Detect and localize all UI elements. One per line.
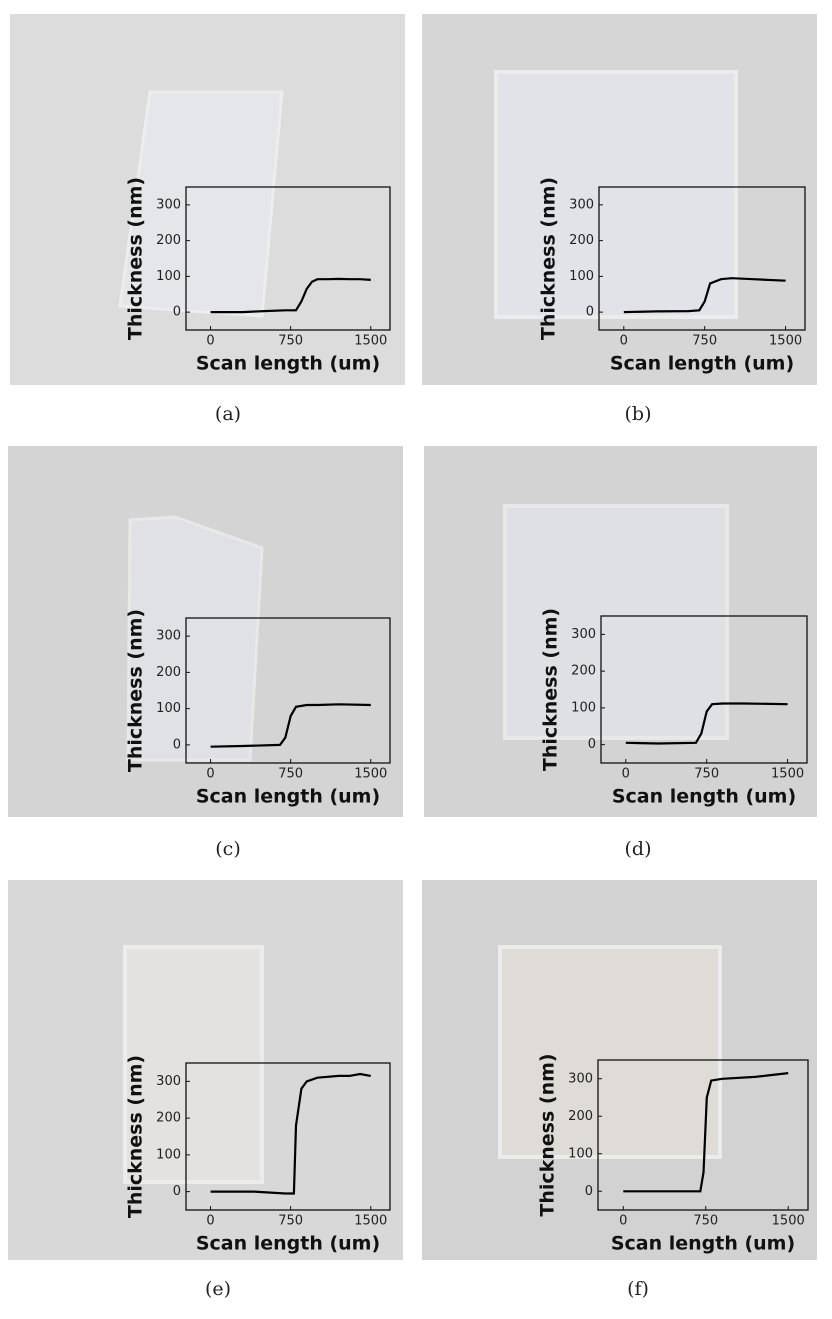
y-tick-label: 300: [569, 197, 594, 212]
y-tick-label: 200: [156, 1111, 181, 1126]
x-tick-label: 750: [278, 767, 303, 782]
y-tick-label: 300: [568, 1071, 593, 1086]
x-tick-label: 750: [278, 334, 303, 349]
x-tick-label: 1500: [772, 1214, 805, 1229]
y-axis-label: Thickness (nm): [125, 1055, 147, 1218]
plot-frame: [598, 186, 806, 331]
glass-sample: [118, 90, 284, 318]
y-tick-label: 0: [585, 1184, 593, 1199]
panel-caption: (c): [215, 838, 240, 860]
y-tick-label: 200: [156, 665, 181, 680]
x-axis-label: Scan length (um): [196, 1233, 380, 1255]
y-tick-label: 100: [569, 269, 594, 284]
x-tick-label: 750: [693, 1214, 718, 1229]
data-line: [625, 702, 788, 745]
y-tick-label: 0: [173, 305, 181, 320]
x-tick-label: 0: [206, 767, 214, 782]
x-tick-label: 1500: [771, 767, 804, 782]
glass-sample: [126, 515, 264, 762]
y-tick-label: 100: [156, 269, 181, 284]
y-tick-label: 100: [156, 1147, 181, 1162]
plot-frame: [185, 617, 391, 764]
x-tick-label: 0: [620, 334, 628, 349]
data-line: [623, 1072, 789, 1193]
x-tick-label: 1500: [769, 334, 802, 349]
panel-caption: (e): [205, 1278, 231, 1300]
panel-caption: (a): [215, 403, 241, 425]
x-axis-label: Scan length (um): [610, 353, 794, 375]
y-tick-label: 300: [156, 1074, 181, 1089]
x-tick-label: 1500: [354, 767, 387, 782]
data-line: [210, 703, 371, 748]
x-tick-label: 750: [694, 767, 719, 782]
x-tick-label: 1500: [354, 1214, 387, 1229]
y-tick-label: 300: [156, 197, 181, 212]
x-axis-label: Scan length (um): [611, 1233, 795, 1255]
x-tick-label: 0: [622, 767, 630, 782]
panel-caption: (f): [627, 1278, 649, 1300]
y-tick-label: 300: [156, 629, 181, 644]
y-tick-label: 300: [571, 627, 596, 642]
glass-sample: [503, 504, 729, 740]
data-line: [210, 277, 371, 314]
x-tick-label: 1500: [354, 334, 387, 349]
glass-sample: [494, 70, 738, 319]
x-axis-label: Scan length (um): [196, 786, 380, 808]
y-tick-label: 100: [568, 1146, 593, 1161]
y-tick-label: 200: [569, 233, 594, 248]
y-axis-label: Thickness (nm): [125, 177, 147, 340]
x-axis-label: Scan length (um): [196, 353, 380, 375]
y-tick-label: 0: [173, 1184, 181, 1199]
x-axis-label: Scan length (um): [612, 786, 796, 808]
data-line: [210, 1072, 371, 1195]
x-tick-label: 0: [206, 1214, 214, 1229]
panel-caption: (b): [625, 403, 652, 425]
plot-frame: [597, 1059, 809, 1211]
glass-sample: [123, 945, 264, 1184]
y-axis-label: Thickness (nm): [537, 1053, 559, 1216]
y-tick-label: 100: [571, 700, 596, 715]
x-tick-label: 0: [206, 334, 214, 349]
y-tick-label: 200: [568, 1109, 593, 1124]
y-tick-label: 200: [571, 664, 596, 679]
plot-frame: [185, 1062, 391, 1211]
panel-caption: (d): [625, 838, 652, 860]
glass-sample: [498, 945, 722, 1159]
x-tick-label: 0: [619, 1214, 627, 1229]
plot-frame: [185, 186, 391, 331]
y-tick-label: 200: [156, 233, 181, 248]
y-tick-label: 0: [173, 737, 181, 752]
y-axis-label: Thickness (nm): [540, 608, 562, 771]
y-tick-label: 0: [588, 737, 596, 752]
y-tick-label: 0: [586, 305, 594, 320]
y-tick-label: 100: [156, 701, 181, 716]
y-axis-label: Thickness (nm): [125, 609, 147, 772]
data-line: [623, 277, 786, 314]
x-tick-label: 750: [278, 1214, 303, 1229]
y-axis-label: Thickness (nm): [538, 177, 560, 340]
plot-frame: [600, 615, 808, 764]
x-tick-label: 750: [692, 334, 717, 349]
